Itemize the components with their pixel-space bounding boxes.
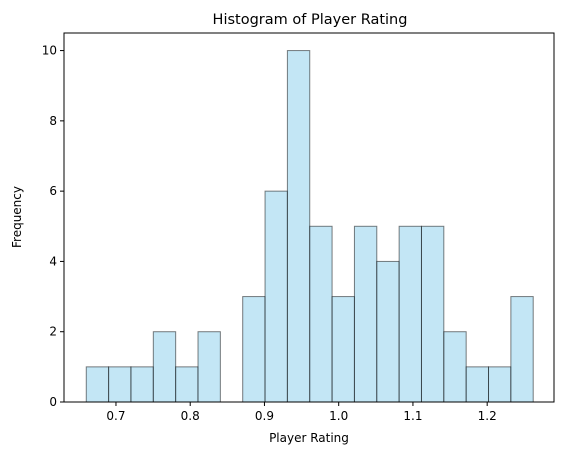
x-axis: 0.7 0.8 0.9 1.0 1.1 1.2: [106, 402, 497, 423]
histogram-bar: [175, 366, 199, 403]
y-tick-label: 4: [49, 254, 57, 268]
chart-title: Histogram of Player Rating: [213, 12, 408, 28]
histogram-bar: [510, 296, 534, 403]
x-tick-label: 0.8: [181, 409, 200, 423]
histogram-bar: [443, 331, 467, 403]
histogram-bar: [130, 366, 154, 403]
histogram-bar: [264, 190, 288, 403]
histogram-bar: [85, 366, 110, 403]
histogram-bar: [465, 366, 490, 403]
x-tick-label: 1.2: [478, 409, 497, 423]
y-tick-label: 2: [49, 325, 57, 339]
histogram-bar: [108, 366, 132, 403]
y-axis: 0 2 4 6 8 10: [42, 44, 64, 409]
x-tick-label: 0.7: [106, 409, 125, 423]
histogram-bar: [309, 225, 333, 403]
y-tick-label: 10: [42, 44, 57, 58]
x-tick-label: 0.9: [255, 409, 274, 423]
x-tick-label: 1.0: [329, 409, 348, 423]
y-tick-label: 8: [49, 114, 57, 128]
histogram-bar: [420, 225, 445, 403]
y-tick-label: 0: [49, 395, 57, 409]
x-axis-label: Player Rating: [269, 431, 349, 445]
histogram-bar: [353, 225, 378, 403]
histogram-bar: [376, 260, 400, 403]
x-tick-label: 1.1: [403, 409, 422, 423]
y-axis-label: Frequency: [10, 186, 24, 248]
bars-group: [85, 50, 534, 403]
histogram-bar: [398, 225, 422, 403]
histogram-bar: [152, 331, 177, 403]
histogram-bar: [197, 331, 221, 403]
histogram-bar: [286, 50, 311, 403]
histogram-bar: [242, 296, 266, 403]
histogram-bar: [331, 296, 355, 403]
plot-frame: [63, 32, 555, 403]
histogram-bar: [488, 366, 512, 403]
y-tick-label: 6: [49, 184, 57, 198]
